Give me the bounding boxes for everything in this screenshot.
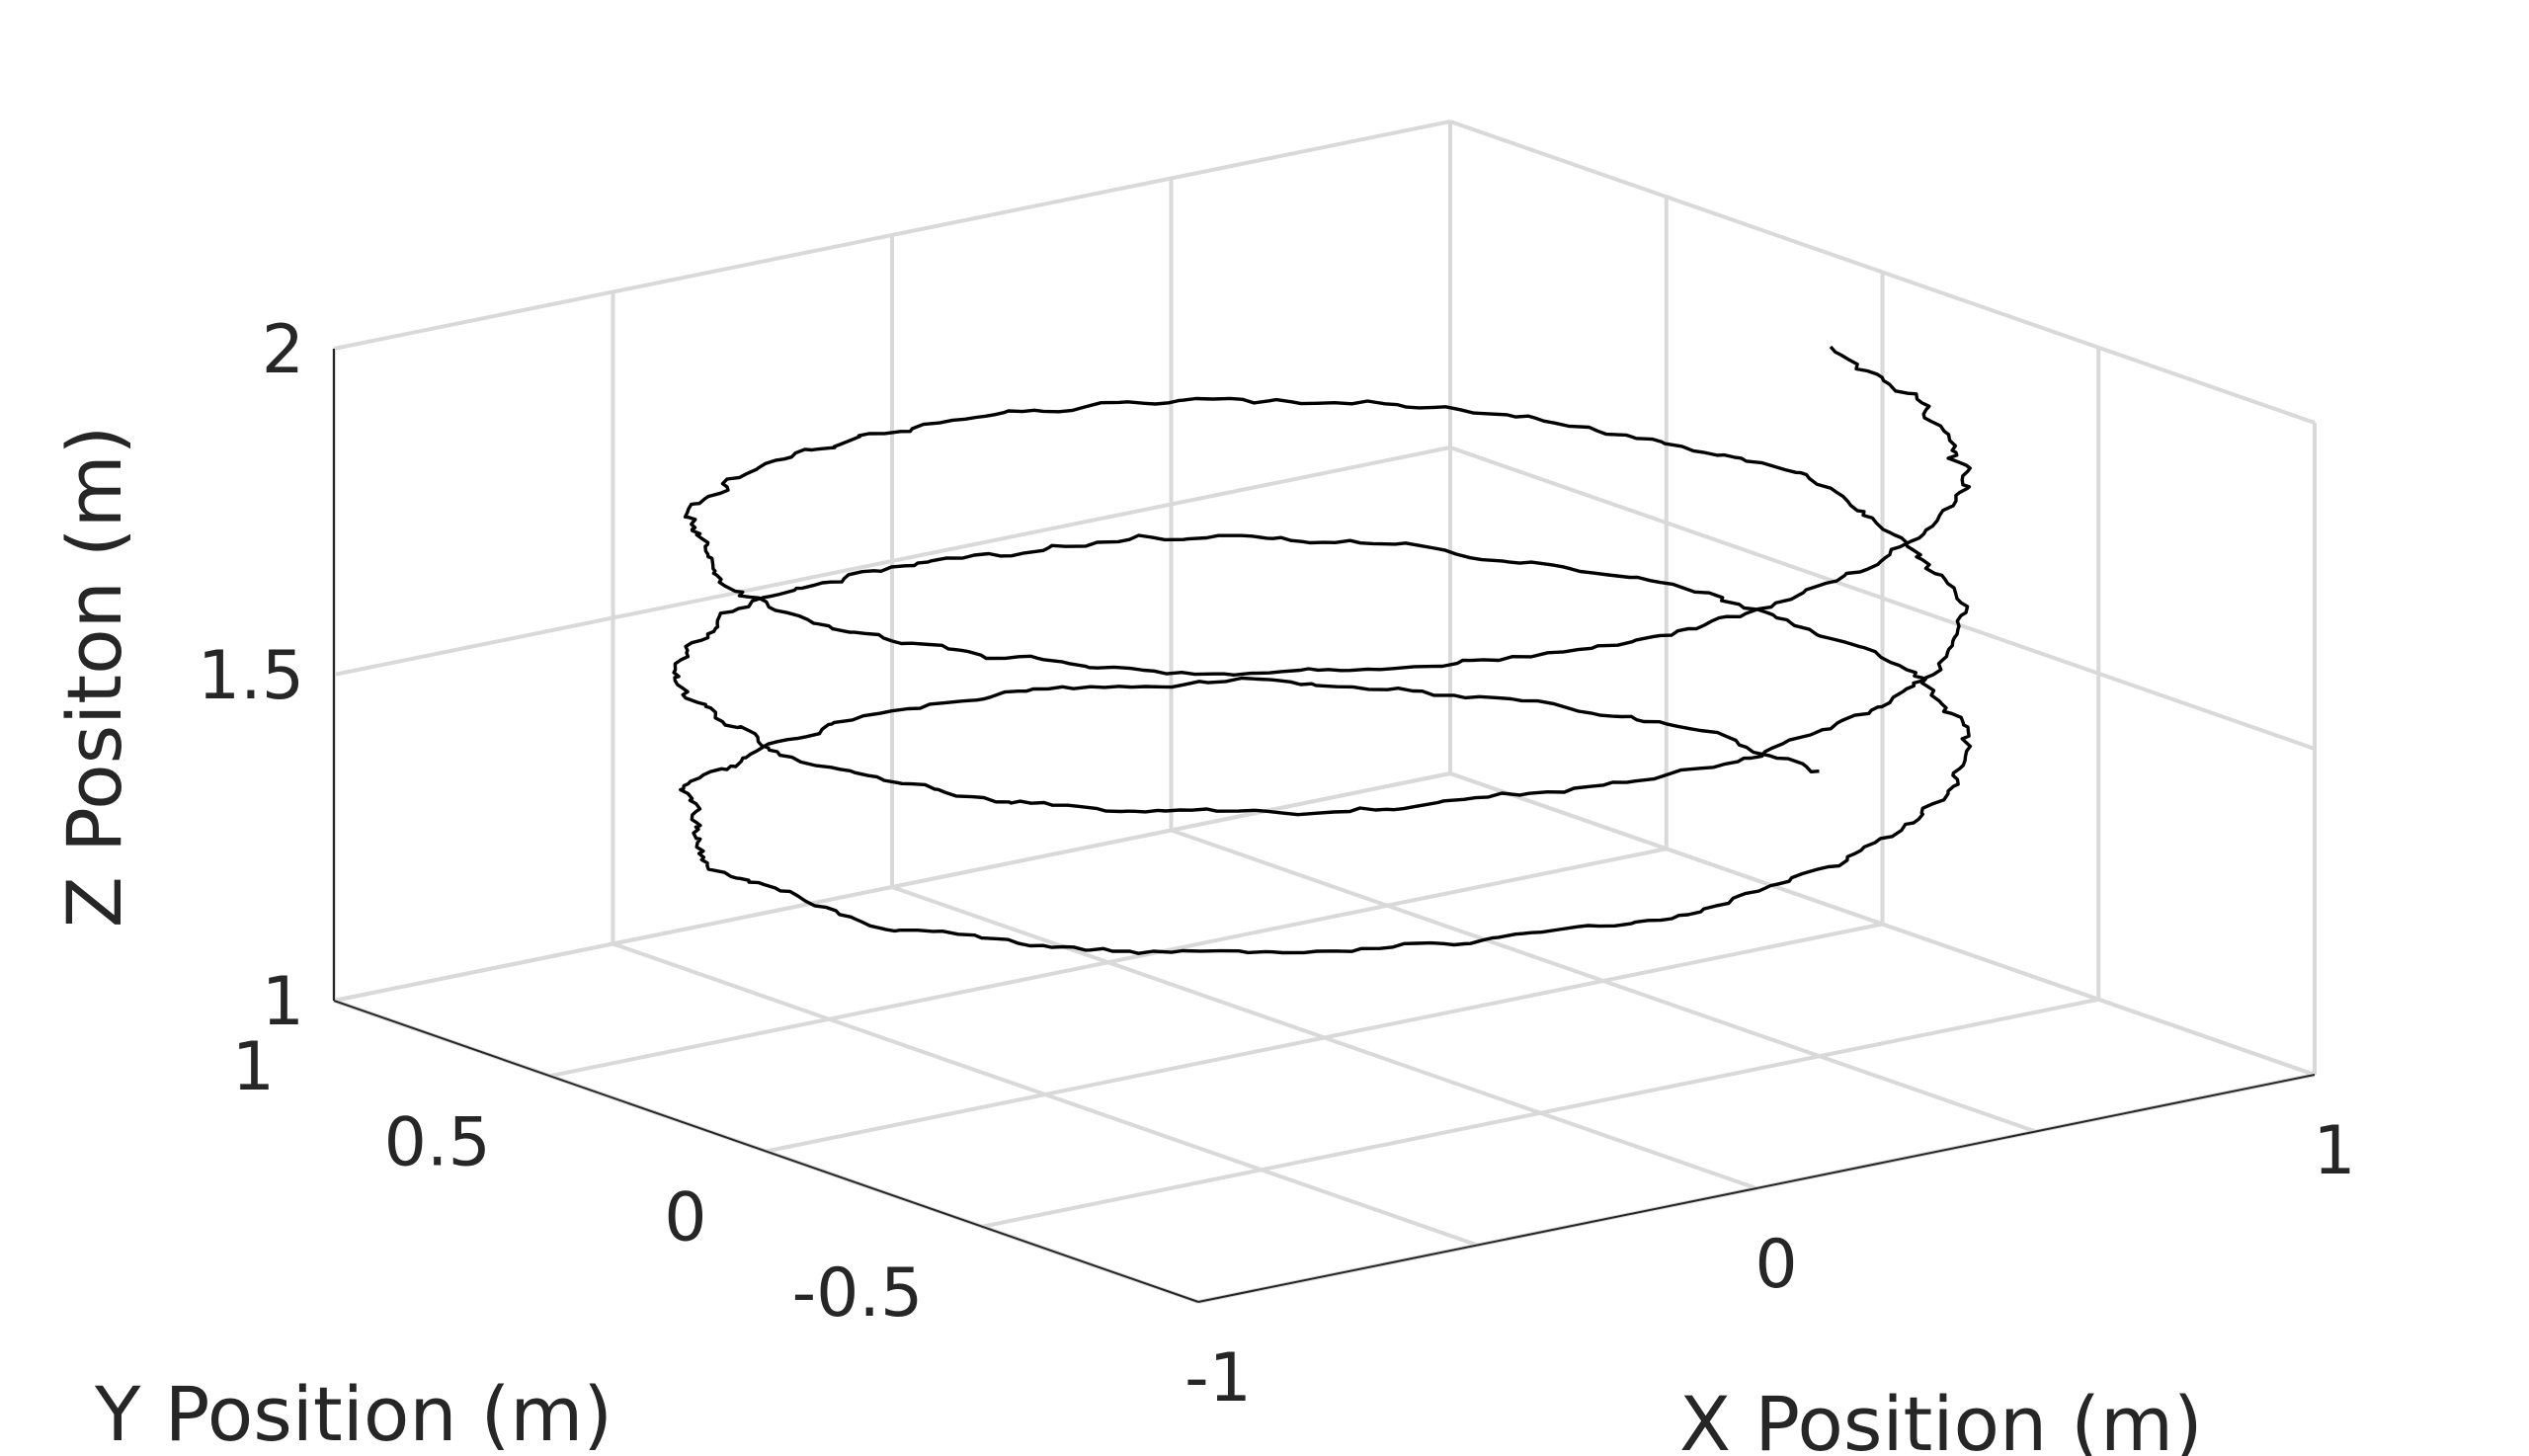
x-tick-label: 1 (2313, 1112, 2355, 1190)
y-axis-line (333, 1000, 1199, 1303)
helix-trajectory-line (672, 345, 1973, 955)
z-tick-label: 1 (262, 963, 304, 1041)
z-axis-label: Z Positon (m) (50, 426, 138, 929)
side-wall-grid-z (1449, 445, 2316, 751)
floor-grid-y (766, 922, 1883, 1154)
axis-lines (333, 349, 2316, 1303)
x-axis-label: X Position (m) (1679, 1380, 2203, 1456)
grid-lines (332, 120, 2317, 1304)
y-tick-label: -0.5 (792, 1254, 924, 1333)
back-wall-grid-z (333, 445, 1451, 677)
back-wall-grid-z (333, 120, 1451, 351)
x-tick-label: -1 (1184, 1339, 1252, 1417)
side-wall-grid-z (1449, 771, 2316, 1077)
y-tick-label: 1 (232, 1028, 275, 1106)
side-wall-grid-z (1449, 120, 2316, 425)
x-tick-label: 0 (1754, 1226, 1797, 1304)
trajectory-layer (672, 345, 1973, 955)
x-axis-line (1197, 1074, 2316, 1303)
floor-grid-y (981, 997, 2099, 1229)
floor-grid-y (549, 847, 1668, 1079)
y-tick-label: 0 (664, 1179, 706, 1257)
y-axis-label: Y Position (m) (94, 1370, 612, 1456)
y-tick-label: 0.5 (384, 1103, 491, 1181)
z-tick-label: 2 (262, 311, 304, 389)
z-tick-label: 1.5 (198, 637, 304, 715)
